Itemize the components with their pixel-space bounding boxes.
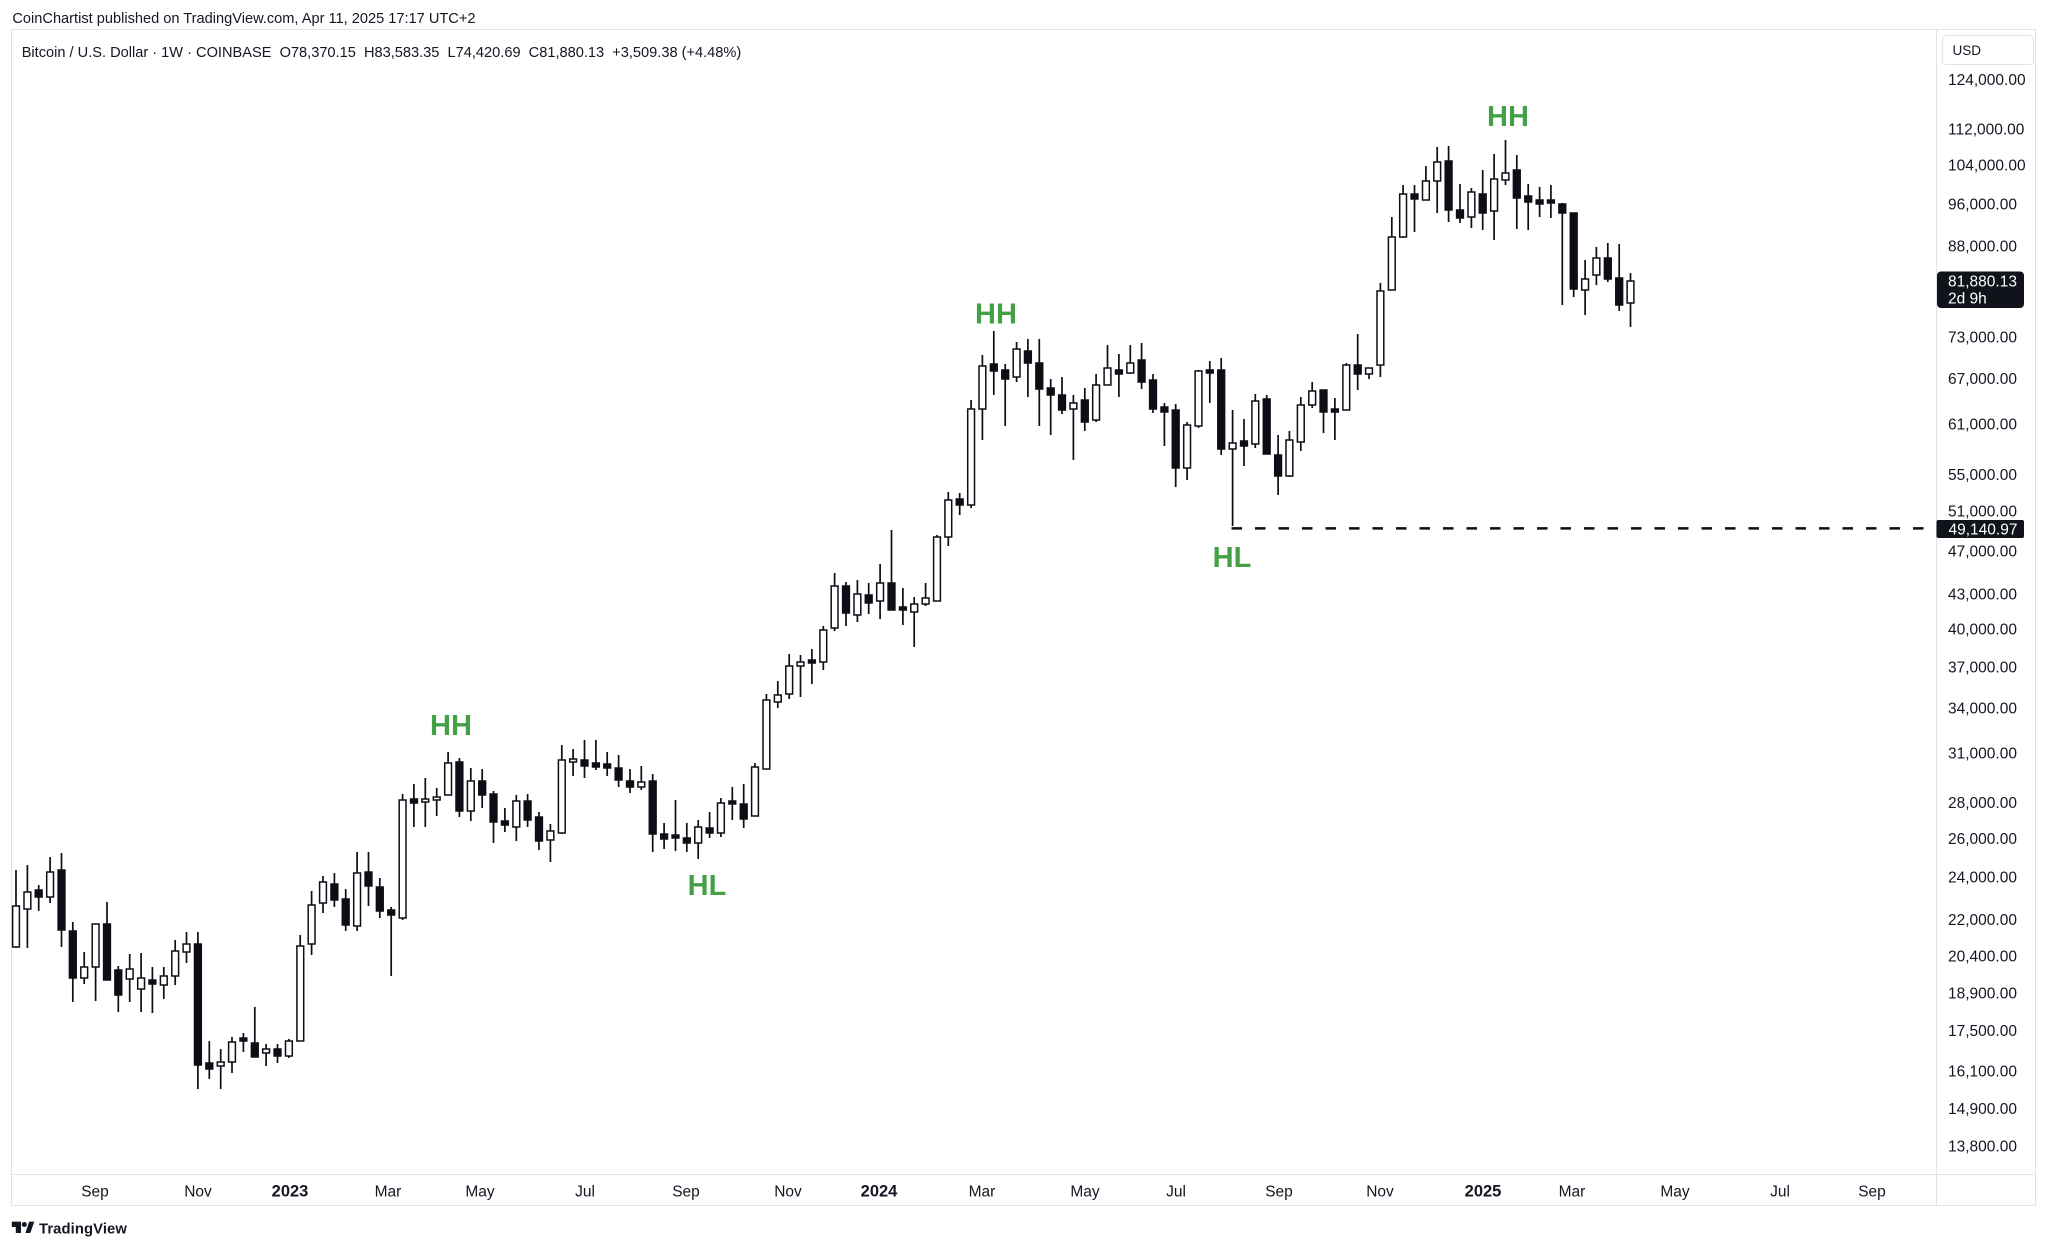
svg-text:37,000.00: 37,000.00 [1948, 659, 2017, 676]
svg-text:Sep: Sep [672, 1184, 700, 1201]
svg-text:Sep: Sep [1858, 1184, 1886, 1201]
svg-text:May: May [1660, 1184, 1690, 1201]
svg-text:2024: 2024 [861, 1183, 899, 1201]
svg-text:Jul: Jul [1770, 1184, 1790, 1201]
svg-text:Jul: Jul [1166, 1184, 1186, 1201]
svg-text:88,000.00: 88,000.00 [1948, 239, 2017, 256]
svg-text:55,000.00: 55,000.00 [1948, 467, 2017, 484]
svg-text:14,900.00: 14,900.00 [1948, 1101, 2017, 1118]
svg-text:112,000.00: 112,000.00 [1948, 122, 2025, 139]
svg-text:26,000.00: 26,000.00 [1948, 831, 2017, 848]
svg-text:28,000.00: 28,000.00 [1948, 795, 2017, 812]
svg-text:22,000.00: 22,000.00 [1948, 912, 2017, 929]
svg-text:96,000.00: 96,000.00 [1948, 196, 2017, 213]
svg-text:May: May [465, 1184, 495, 1201]
svg-text:67,000.00: 67,000.00 [1948, 371, 2017, 388]
svg-text:104,000.00: 104,000.00 [1948, 158, 2026, 175]
svg-text:TradingView: TradingView [39, 1222, 127, 1238]
svg-text:13,800.00: 13,800.00 [1948, 1138, 2017, 1155]
svg-text:Bitcoin / U.S. Dollar · 1W · C: Bitcoin / U.S. Dollar · 1W · COINBASE O7… [22, 45, 742, 61]
svg-text:May: May [1070, 1184, 1100, 1201]
svg-text:Mar: Mar [1559, 1184, 1586, 1201]
svg-text:40,000.00: 40,000.00 [1948, 622, 2017, 639]
svg-text:61,000.00: 61,000.00 [1948, 417, 2017, 434]
svg-text:31,000.00: 31,000.00 [1948, 745, 2017, 762]
svg-text:124,000.00: 124,000.00 [1948, 72, 2026, 89]
svg-text:Sep: Sep [1265, 1184, 1293, 1201]
svg-text:Nov: Nov [774, 1184, 802, 1201]
svg-text:USD: USD [1953, 43, 1982, 58]
svg-text:2023: 2023 [272, 1183, 309, 1201]
svg-text:HH: HH [1487, 101, 1529, 133]
svg-text:51,000.00: 51,000.00 [1948, 504, 2017, 521]
svg-text:34,000.00: 34,000.00 [1948, 701, 2017, 718]
svg-text:81,880.13: 81,880.13 [1948, 273, 2017, 290]
svg-text:47,000.00: 47,000.00 [1948, 543, 2017, 560]
svg-text:2025: 2025 [1465, 1183, 1502, 1201]
svg-text:73,000.00: 73,000.00 [1948, 329, 2017, 346]
svg-text:Mar: Mar [969, 1184, 996, 1201]
svg-text:HH: HH [975, 299, 1017, 331]
svg-text:Nov: Nov [184, 1184, 212, 1201]
svg-text:43,000.00: 43,000.00 [1948, 587, 2017, 604]
svg-text:2d 9h: 2d 9h [1948, 291, 1987, 308]
svg-text:Mar: Mar [375, 1184, 402, 1201]
svg-text:HL: HL [1213, 542, 1252, 574]
svg-text:24,000.00: 24,000.00 [1948, 870, 2017, 887]
svg-text:HH: HH [430, 710, 472, 742]
svg-text:20,400.00: 20,400.00 [1948, 949, 2017, 966]
svg-text:18,900.00: 18,900.00 [1948, 986, 2017, 1003]
svg-text:Nov: Nov [1366, 1184, 1394, 1201]
svg-text:Jul: Jul [575, 1184, 595, 1201]
svg-text:HL: HL [688, 870, 727, 902]
svg-text:Sep: Sep [81, 1184, 109, 1201]
svg-text:CoinChartist published on Trad: CoinChartist published on TradingView.co… [12, 11, 475, 27]
svg-text:49,140.97: 49,140.97 [1949, 521, 2018, 538]
svg-text:16,100.00: 16,100.00 [1948, 1064, 2017, 1081]
svg-text:17,500.00: 17,500.00 [1948, 1023, 2017, 1040]
